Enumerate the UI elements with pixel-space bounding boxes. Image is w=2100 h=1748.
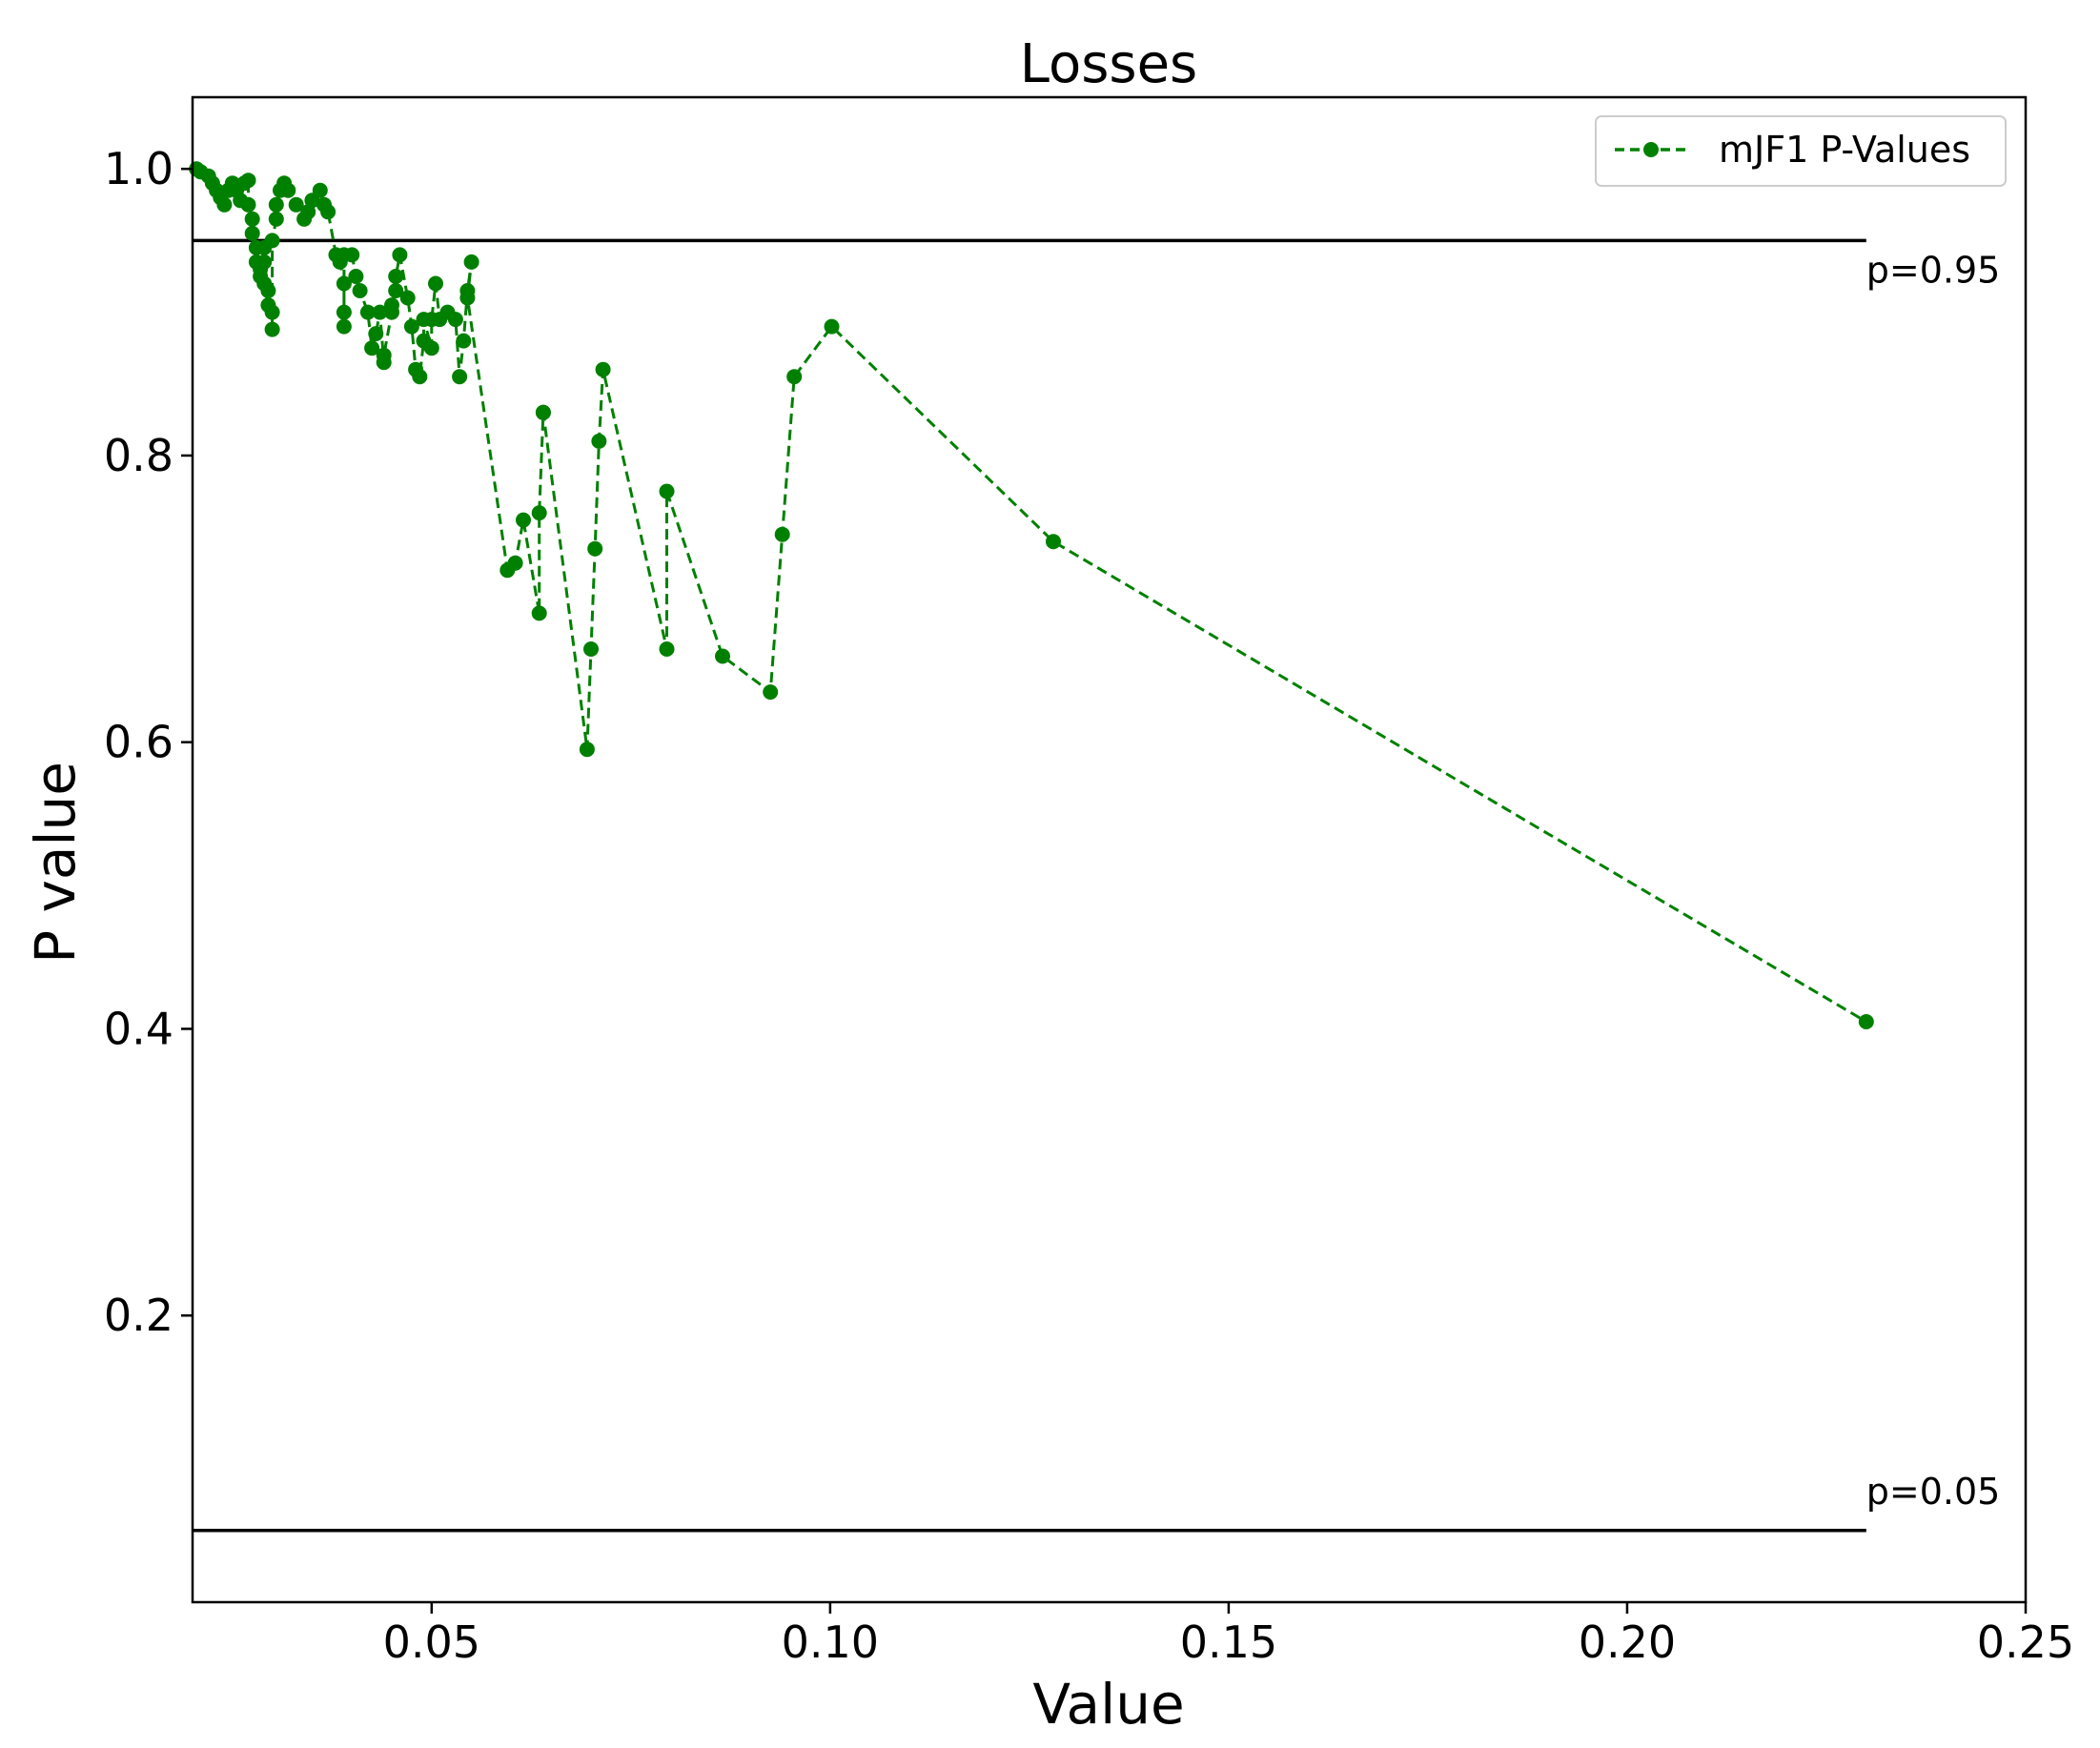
data-point — [516, 512, 531, 528]
data-point — [364, 340, 380, 356]
data-point — [288, 196, 304, 213]
y-axis-label: P value — [23, 762, 88, 964]
data-point — [368, 326, 384, 342]
data-point — [264, 321, 280, 337]
data-point — [715, 648, 730, 664]
plot-frame — [191, 95, 2028, 1604]
data-point — [456, 333, 472, 349]
data-point — [384, 297, 399, 314]
data-point — [268, 196, 284, 213]
data-point — [336, 318, 352, 335]
data-point — [403, 318, 419, 335]
data-point — [423, 340, 439, 356]
y-tick-label: 0.4 — [104, 1003, 173, 1054]
reference-label-p005: p=0.05 — [1866, 1471, 2001, 1513]
data-point — [376, 347, 392, 363]
data-point — [344, 247, 360, 263]
data-point — [388, 269, 404, 284]
data-point — [763, 684, 779, 701]
data-point — [428, 275, 443, 292]
y-tick-label: 1.0 — [104, 143, 173, 194]
data-point — [412, 369, 428, 385]
data-point — [459, 290, 476, 306]
x-tick-label: 0.20 — [1579, 1616, 1676, 1668]
data-point — [264, 304, 280, 320]
data-point — [280, 182, 296, 198]
data-point — [659, 483, 675, 499]
data-point — [531, 505, 547, 521]
data-point — [348, 269, 364, 284]
data-point — [507, 555, 523, 571]
data-point — [260, 283, 276, 298]
chart-title: Losses — [1020, 33, 1197, 95]
plot-area — [189, 161, 1874, 1533]
y-tick-label: 0.6 — [104, 717, 173, 768]
x-tick-label: 0.25 — [1977, 1616, 2074, 1668]
data-point — [1046, 534, 1061, 550]
data-point — [535, 404, 551, 420]
data-point — [595, 361, 611, 377]
data-point — [352, 283, 368, 298]
data-point — [268, 211, 284, 227]
data-point — [579, 742, 595, 758]
x-axis-ticks: 0.05 0.10 0.15 0.20 0.25 — [383, 1602, 2074, 1668]
data-point — [312, 182, 328, 198]
data-point — [1858, 1014, 1874, 1029]
y-tick-label: 0.2 — [104, 1290, 173, 1341]
x-tick-label: 0.15 — [1180, 1616, 1277, 1668]
reference-label-p095: p=0.95 — [1866, 249, 2001, 291]
data-point — [447, 312, 463, 328]
x-tick-label: 0.05 — [383, 1616, 480, 1668]
x-tick-label: 0.10 — [782, 1616, 879, 1668]
data-point — [244, 225, 260, 241]
data-point — [774, 526, 790, 542]
legend-box — [1595, 115, 2007, 187]
data-point — [463, 254, 479, 270]
data-point — [256, 254, 273, 270]
data-point — [240, 173, 256, 189]
data-point — [264, 233, 280, 249]
data-point — [786, 369, 803, 385]
legend: mJF1 P-Values — [1595, 115, 2007, 187]
data-point — [587, 540, 603, 557]
data-point — [320, 204, 336, 220]
legend-marker-swatch — [1643, 142, 1659, 157]
x-axis-label: Value — [1032, 1672, 1184, 1737]
data-point — [300, 204, 316, 220]
data-point — [531, 605, 547, 621]
data-point — [240, 196, 256, 213]
data-point — [359, 304, 376, 320]
legend-label: mJF1 P-Values — [1719, 129, 1970, 171]
data-point — [336, 304, 352, 320]
data-point — [659, 641, 675, 657]
data-point — [392, 247, 408, 263]
data-point — [583, 641, 599, 657]
data-point — [824, 318, 840, 335]
data-point — [216, 196, 233, 213]
data-point — [452, 369, 468, 385]
data-point — [244, 211, 260, 227]
data-point — [591, 433, 607, 449]
data-point — [399, 290, 416, 306]
y-axis-ticks: 0.2 0.4 0.6 0.8 1.0 — [104, 143, 193, 1341]
y-tick-label: 0.8 — [104, 430, 173, 481]
data-point — [372, 304, 388, 320]
data-point — [388, 283, 404, 298]
data-point — [336, 275, 352, 292]
